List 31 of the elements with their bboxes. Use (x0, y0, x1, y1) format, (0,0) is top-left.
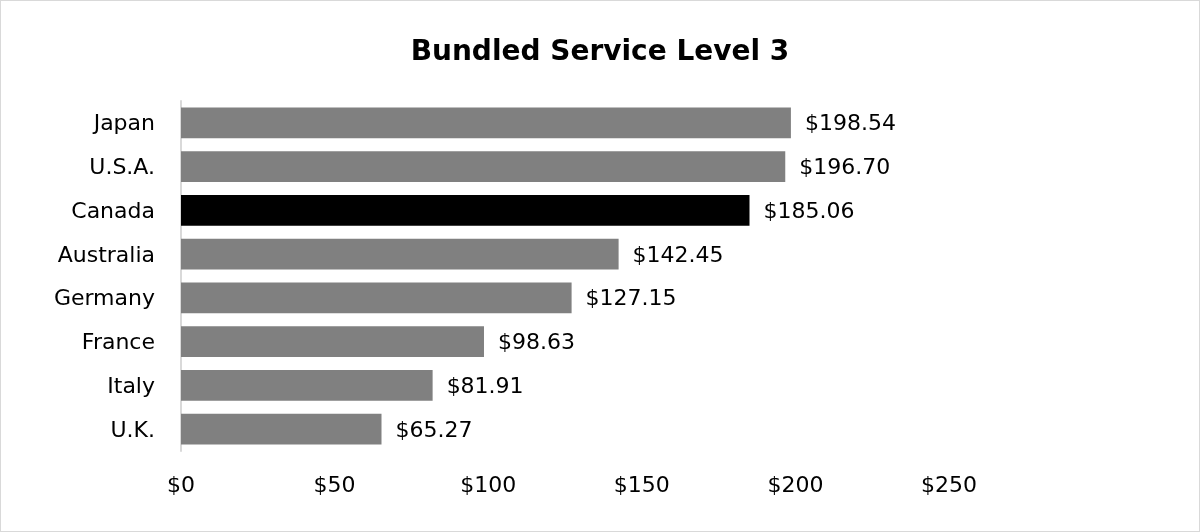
data-label: $185.06 (763, 197, 855, 223)
x-tick-label: $150 (613, 471, 670, 497)
bar (181, 413, 382, 445)
y-tick-label: U.S.A. (89, 154, 155, 180)
y-tick-label: Canada (71, 197, 155, 223)
bar (181, 151, 786, 182)
data-label: $98.63 (497, 329, 575, 355)
y-tick-label: Australia (57, 241, 155, 267)
data-label: $65.27 (395, 416, 473, 442)
bar (181, 370, 433, 401)
data-label: $127.15 (585, 285, 677, 311)
y-tick-label: France (81, 329, 155, 355)
y-tick-label: Italy (107, 372, 155, 398)
bar (181, 282, 572, 314)
x-tick-label: $0 (167, 471, 195, 497)
data-label: $196.70 (799, 154, 891, 180)
bar (181, 107, 791, 139)
y-tick-label: Germany (53, 285, 155, 311)
data-label: $81.91 (446, 372, 524, 398)
x-tick-label: $250 (921, 471, 977, 497)
bar (181, 195, 750, 226)
chart-title: Bundled Service Level 3 (410, 33, 790, 67)
x-tick-label: $200 (767, 471, 824, 497)
x-tick-label: $50 (313, 471, 356, 497)
y-tick-label: U.K. (110, 416, 155, 442)
data-label: $198.54 (804, 110, 896, 136)
bar (181, 326, 484, 357)
x-tick-label: $100 (460, 471, 517, 497)
data-label: $142.45 (632, 241, 724, 267)
y-tick-label: Japan (91, 110, 155, 136)
bar (181, 238, 619, 270)
